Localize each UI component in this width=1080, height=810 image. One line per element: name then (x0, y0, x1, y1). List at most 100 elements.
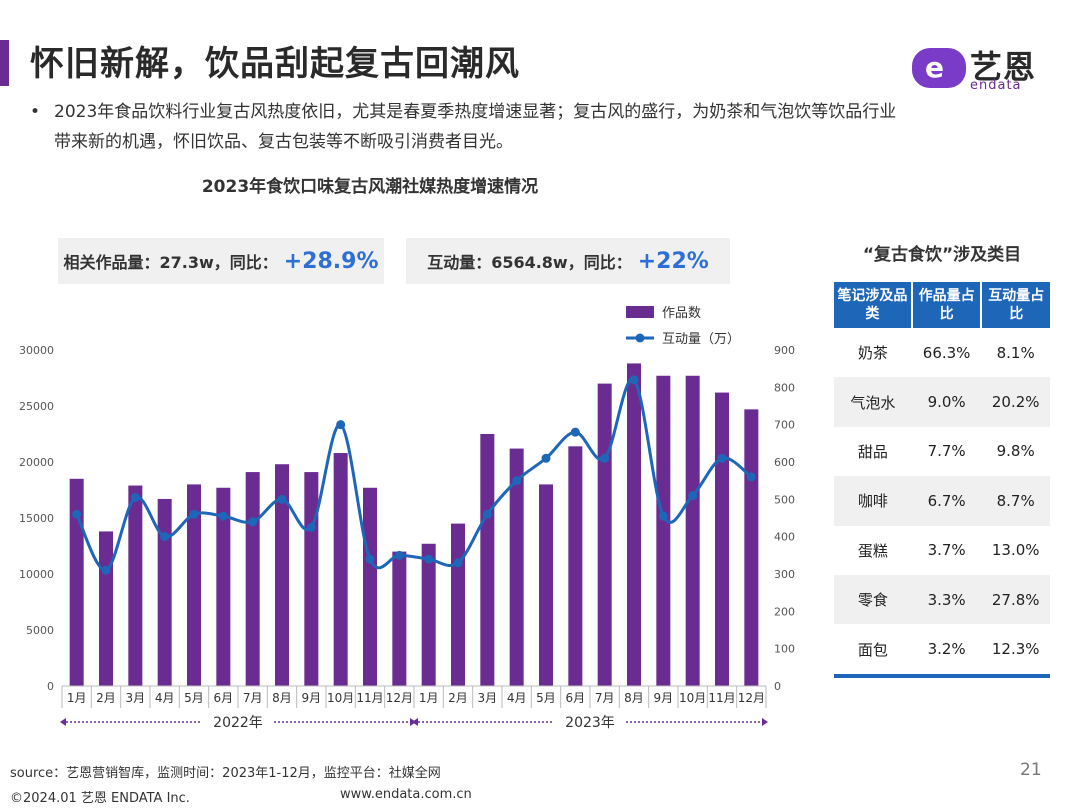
header-works-share: 作品量占比 (910, 282, 982, 328)
line-point (248, 517, 258, 527)
line-point (72, 509, 82, 519)
bar (685, 375, 700, 686)
table-row: 咖啡 6.7% 8.7% (834, 476, 1050, 526)
y-tick-label: 10000 (19, 568, 54, 581)
y2-tick-label: 200 (774, 605, 795, 618)
bar (216, 487, 231, 686)
combo-chart: 0 5000 10000 15000 20000 25000 30000 0 100 200 300… (19, 306, 795, 731)
cell-category: 奶茶 (857, 344, 888, 363)
y-tick-label: 30000 (19, 344, 54, 357)
line-point (130, 492, 140, 502)
bar (480, 434, 495, 686)
bar (69, 478, 84, 686)
footer-url: www.endata.com.cn (340, 787, 472, 802)
cell-works: 3.2% (927, 640, 966, 659)
x-tick-label: 2月 (448, 691, 468, 705)
x-tick-label: 10月 (679, 691, 706, 705)
x-tick-label: 4月 (155, 691, 175, 705)
bar (187, 484, 201, 686)
kpi-interaction-box: 互动量：6564.8w，同比： +22% (406, 238, 730, 284)
x-tick-label: 6月 (566, 691, 586, 705)
cell-interaction: 27.8% (981, 574, 1050, 625)
line-point (453, 558, 463, 568)
y2-tick-label: 100 (774, 643, 795, 656)
x-tick-label: 9月 (654, 691, 674, 705)
y2-tick-label: 300 (774, 568, 795, 581)
line-point (512, 476, 522, 486)
table-header-row: 笔记涉及品类 作品量占比 互动量占比 (834, 282, 1050, 328)
table-row: 甜品 7.7% 9.8% (834, 427, 1050, 476)
line-point (365, 554, 375, 564)
bar (304, 472, 319, 686)
bar (245, 472, 260, 686)
x-tick-label: 7月 (595, 691, 615, 705)
x-tick-label: 4月 (507, 691, 527, 705)
line-point (101, 565, 111, 575)
cell-interaction: 9.8% (996, 442, 1035, 461)
y2-tick-label: 600 (774, 456, 795, 469)
line-point (717, 453, 727, 463)
bar (128, 485, 143, 686)
bar (656, 375, 671, 686)
summary-bullet: • 2023年食品饮料行业复古风热度依旧，尤其是春夏季热度增速显著；复古风的盛行… (30, 97, 910, 157)
kpi-works-box: 相关作品量：27.3w，同比： +28.9% (58, 238, 384, 284)
logo-en-text: endata (970, 78, 1022, 93)
bar (392, 551, 407, 686)
bar (451, 523, 465, 686)
year-arrow-right-icon (762, 718, 768, 726)
x-tick-label: 6月 (214, 691, 234, 705)
line-point (600, 453, 610, 463)
page-number: 21 (1020, 760, 1042, 780)
cell-category: 面包 (857, 640, 888, 659)
line-point (218, 511, 228, 521)
bar (627, 363, 641, 686)
bar (275, 464, 289, 686)
bar (744, 409, 759, 686)
x-tick-label: 5月 (184, 691, 204, 705)
y-tick-label: 15000 (19, 512, 54, 525)
table-row: 零食 3.3% 27.8% (834, 574, 1050, 625)
logo-mark-icon: e (912, 48, 966, 88)
x-tick-label: 1月 (67, 691, 87, 705)
x-tick-label: 9月 (302, 691, 322, 705)
table-row: 气泡水 9.0% 20.2% (834, 377, 1050, 427)
x-tick-label: 11月 (356, 691, 383, 705)
x-tick-label: 7月 (243, 691, 263, 705)
bar (597, 383, 612, 686)
header-interaction-share: 互动量占比 (980, 282, 1050, 328)
legend-bar-swatch (626, 306, 654, 318)
year-arrow-left-icon (412, 718, 418, 726)
cell-works: 9.0% (911, 377, 982, 427)
line-point (306, 522, 316, 532)
cell-works: 7.7% (927, 442, 966, 461)
cell-category: 零食 (834, 574, 912, 625)
logo-cn-text: 艺恩 (970, 48, 1037, 86)
kpi-interaction-growth: +22% (637, 248, 709, 274)
x-tick-label: 12月 (386, 691, 413, 705)
cell-works: 66.3% (922, 343, 971, 362)
cell-category: 咖啡 (834, 476, 912, 526)
x-tick-label: 3月 (126, 691, 146, 705)
category-table: 笔记涉及品类 作品量占比 互动量占比 奶茶 66.3% 8.1% 气泡水 9.0% 20… (834, 282, 1050, 674)
title-accent-bar (0, 40, 9, 86)
bar (157, 498, 172, 686)
chart-title: 2023年食饮口味复古风潮社媒热度增速情况 (201, 177, 539, 197)
line-point (482, 509, 492, 519)
x-tick-label: 12月 (738, 691, 765, 705)
bar (568, 446, 583, 686)
y-tick-label: 25000 (19, 400, 54, 413)
line-point (541, 453, 551, 463)
bar (363, 487, 377, 686)
table-row: 面包 3.2% 12.3% (834, 624, 1050, 673)
y-tick-label: 20000 (19, 456, 54, 469)
footer-copyright: ©2024.01 艺恩 ENDATA Inc. (10, 791, 190, 806)
endata-logo: e 艺恩 endata (912, 44, 1052, 96)
page-title: 怀旧新解，饮品刮起复古回潮风 (30, 44, 520, 84)
line-point (570, 427, 580, 437)
source-note: source：艺恩营销智库，监测时间：2023年1-12月，监控平台：社媒全网 (10, 766, 441, 781)
x-tick-label: 8月 (272, 691, 292, 705)
line-point (160, 532, 170, 542)
legend-line-label: 互动量（万） (662, 332, 740, 347)
header-category: 笔记涉及品类 (834, 282, 912, 328)
cell-works: 3.3% (911, 574, 982, 625)
